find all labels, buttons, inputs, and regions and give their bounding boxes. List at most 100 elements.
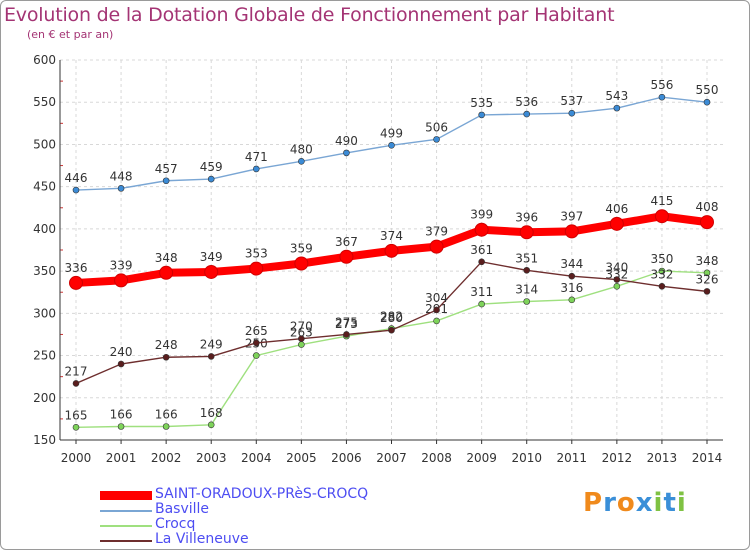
data-point [207,175,215,183]
series-crocq: 1651661661682502632732822913113143163323… [65,252,719,431]
data-label: 537 [560,94,583,108]
logo-letter: o [616,488,636,518]
data-label: 275 [335,315,358,329]
data-point [162,353,170,361]
logo-letter: P [583,488,604,518]
x-tick-label: 2011 [557,451,588,465]
data-label: 353 [245,247,268,261]
data-label: 350 [650,252,673,266]
data-point [703,288,711,295]
y-tick-label: 200 [33,391,56,405]
data-point [252,352,260,359]
data-point [384,243,399,258]
data-point [159,265,174,280]
logo-letter: r [603,488,617,518]
data-label: 556 [650,78,673,92]
data-label: 359 [290,242,313,256]
data-label: 399 [470,208,493,222]
data-point [564,224,579,239]
data-point [568,272,576,280]
data-label: 379 [425,225,448,239]
data-label: 332 [605,267,628,281]
data-label: 280 [380,311,403,325]
data-label: 340 [605,261,628,275]
data-label: 217 [65,364,88,378]
data-label: 536 [515,95,538,109]
legend-label: SAINT-ORADOUX-PRèS-CROCQ [155,486,369,502]
data-point [568,296,576,304]
data-label: 273 [335,317,358,331]
data-label: 367 [335,235,358,249]
x-tick-label: 2008 [421,451,452,465]
x-tick-label: 2000 [61,451,92,465]
data-point [478,258,485,266]
line-chart: 150 200 250 300 350 400 450 500 550 600 2000 2001 20… [33,53,723,465]
data-point [298,158,305,165]
data-label: 263 [290,326,313,340]
data-point [523,298,531,305]
x-tick-label: 2007 [376,451,407,465]
y-tick-label: 550 [33,95,56,109]
data-point [523,266,531,274]
x-tick-label: 2012 [602,451,633,465]
data-label: 332 [650,267,673,281]
data-label: 351 [515,251,538,265]
logo-letter: t [663,488,677,518]
data-point [252,165,260,173]
logo-letter: i [653,488,664,518]
data-point [613,283,621,290]
y-tick-label: 350 [33,264,56,278]
y-tick-label: 450 [33,180,56,194]
data-point [343,149,350,157]
x-tick-label: 2005 [286,451,317,465]
data-label: 374 [380,229,403,243]
y-tick-label: 400 [33,222,56,236]
data-label: 471 [245,150,268,164]
data-label: 166 [155,407,178,421]
data-label: 282 [380,310,403,324]
data-label: 326 [696,272,719,286]
data-point [613,276,621,283]
y-tick-label: 500 [33,137,56,151]
chart-subtitle: (en € et par an) [27,28,114,41]
data-label: 543 [605,89,628,103]
data-point [429,239,444,254]
series-saint-oradoux-pr-s-crocq: 336 339 348 349 353 359 367 374 379 399 396 397 406 4… [65,194,718,290]
data-point [207,421,215,429]
data-point [703,98,711,106]
data-point [388,141,395,149]
legend-swatch [100,491,152,500]
data-label: 348 [696,254,719,268]
data-point [654,209,669,224]
data-point [69,275,83,290]
data-point [162,423,170,430]
data-point [294,256,309,271]
chart-title: Evolution de la Dotation Globale de Fonc… [4,4,615,26]
data-point [252,339,260,347]
x-tick-label: 2009 [466,451,497,465]
x-tick-label: 2006 [331,451,362,465]
data-point [523,110,531,118]
data-point [478,111,485,119]
legend-label: Crocq [155,516,196,532]
data-label: 311 [470,285,493,299]
legend-swatch [100,525,152,527]
x-tick-label: 2003 [196,451,227,465]
data-point [117,360,125,368]
proxiti-logo: Proxiti [583,488,687,518]
x-tick-label: 2014 [692,451,723,465]
data-point [162,177,170,185]
data-point [703,269,711,277]
data-point [700,215,714,230]
data-label: 166 [110,407,133,421]
data-point [298,335,305,342]
data-label: 304 [425,291,448,305]
data-label: 535 [470,96,493,110]
legend-swatch [100,540,152,542]
data-label: 165 [65,408,88,422]
logo-letter: i [676,488,687,518]
data-point [72,380,80,387]
x-tick-label: 2010 [511,451,542,465]
data-label: 459 [200,160,223,174]
data-point [474,222,489,237]
